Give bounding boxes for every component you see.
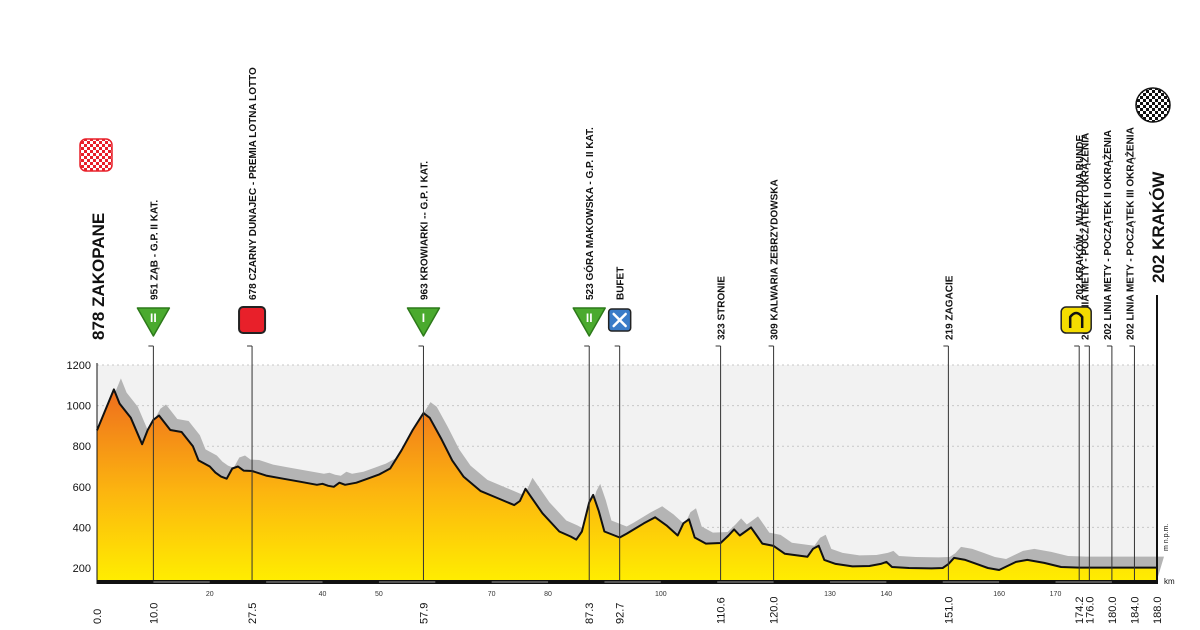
kom-category-label: II — [150, 311, 157, 325]
poi-label: 202 LINIA METY - POCZĄTEK II OKRĄŻENIA — [1101, 130, 1114, 340]
circuit-square — [1060, 306, 1092, 334]
kom-triangle — [572, 307, 606, 337]
poi-label: BUFET — [616, 267, 627, 300]
poi-km-label: 87.3 — [584, 603, 596, 624]
poi-km-label: 174.2 — [1074, 596, 1086, 624]
y-tick-label: 1000 — [67, 401, 91, 413]
y-tick-label: 600 — [73, 482, 91, 494]
x-axis-unit: km — [1164, 577, 1175, 586]
kom-triangle — [406, 307, 441, 337]
poi-km-label: 184.0 — [1129, 596, 1141, 624]
poi-km-label: 0.0 — [92, 609, 104, 624]
km-bar-segment — [942, 581, 1000, 583]
km-bar-segment — [717, 581, 774, 583]
x-axis: 20 40 50 70 80 100 130 140 160 170 0.0 10.0 27.5 57.9… — [92, 295, 1164, 624]
poi-km-label: 10.0 — [148, 603, 160, 624]
km-bar-segment — [1055, 581, 1112, 583]
elevation-area — [97, 389, 1157, 580]
x-tick-label: 170 — [1050, 591, 1062, 598]
poi-km-label: 188.0 — [1152, 596, 1164, 624]
y-axis: 200 400 600 800 1000 1200 — [67, 360, 98, 584]
x-tick-label: 100 — [655, 591, 667, 598]
poi-km-label: 180.0 — [1107, 596, 1119, 624]
poi-label: 309 KALWARIA ZEBRZYDOWSKA — [770, 179, 781, 340]
x-tick-label: 70 — [488, 591, 496, 598]
kom-badge-icon: I — [406, 307, 441, 337]
poi-label: 219 ZAGACIE — [944, 275, 955, 340]
circuit-entry-icon — [1060, 306, 1092, 334]
kom-category-label: II — [586, 311, 593, 325]
y-axis-unit: m n.p.m. — [1163, 524, 1170, 551]
kom-badge-icon: II — [136, 307, 171, 337]
x-tick-label: 140 — [881, 591, 893, 598]
x-tick-label: 130 — [824, 591, 836, 598]
poi-label: 202 LINIA METY - POCZĄTEK I OKRĄŻENIA — [1078, 133, 1091, 340]
poi-label: 963 KROWIARKI -- G.P. I KAT. — [419, 161, 430, 300]
kom-triangle — [136, 307, 171, 337]
poi-label: 951 ZĄB - G.P. II KAT. — [149, 200, 160, 300]
poi-label: 202 KRAKÓW - WJAZD NA RUNDĘ — [1073, 134, 1086, 300]
poi-km-label: 120.0 — [769, 596, 781, 624]
x-tick-label: 40 — [319, 591, 327, 598]
km-base-bar — [97, 580, 1157, 584]
poi-km-label: 27.5 — [247, 603, 259, 624]
km-bar-segment — [829, 581, 887, 583]
y-tick-label: 1200 — [67, 360, 91, 372]
x-tick-label: 20 — [206, 591, 214, 598]
kom-badge-icon: II — [572, 307, 606, 337]
x-tick-label: 160 — [993, 591, 1005, 598]
start-flag-icon — [79, 138, 113, 172]
start-label: 878 ZAKOPANE — [89, 213, 108, 340]
poi-markers: II I II — [79, 87, 1171, 337]
feed-zone-icon — [607, 308, 632, 332]
finish-flag-icon — [1135, 87, 1171, 123]
poi-km-label: 110.6 — [716, 597, 728, 624]
km-bar-segment — [378, 581, 436, 583]
feed-cross — [612, 312, 627, 328]
poi-km-label: 176.0 — [1084, 596, 1096, 624]
poi-labels: 878 ZAKOPANE 951 ZĄB - G.P. II KAT. 678 CZ… — [89, 67, 1168, 340]
x-tick-label: 80 — [544, 591, 552, 598]
km-bar-segment — [491, 581, 549, 583]
poi-label: 323 STRONIE — [717, 276, 728, 340]
y-tick-label: 800 — [73, 441, 91, 453]
km-bar-segment — [153, 581, 210, 583]
poi-km-label: 151.0 — [943, 596, 955, 624]
x-tick-label: 50 — [375, 591, 383, 598]
y-tick-label: 200 — [73, 563, 91, 575]
kom-category-label: I — [422, 311, 425, 325]
sprint-badge-icon — [238, 306, 267, 334]
poi-km-label: 92.7 — [615, 603, 627, 624]
circuit-arrow — [1068, 311, 1084, 328]
poi-label: 678 CZARNY DUNAJEC - PREMIA LOTNA LOTTO — [248, 67, 259, 300]
poi-label: 202 LINIA METY - POCZĄTEK III OKRĄŻENIA — [1123, 127, 1136, 340]
y-tick-label: 400 — [73, 522, 91, 534]
poi-label: 523 GÓRA MAKOWSKA - G.P. II KAT. — [583, 127, 596, 300]
km-bar-segment — [604, 581, 661, 583]
km-bar-segment — [266, 581, 323, 583]
finish-label: 202 KRAKÓW — [1149, 171, 1168, 283]
poi-km-label: 57.9 — [418, 603, 430, 624]
poi-lines — [148, 345, 1135, 580]
